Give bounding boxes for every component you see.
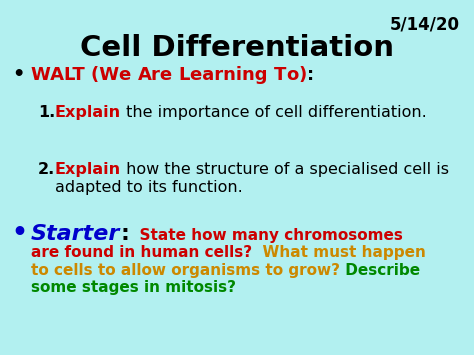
- Text: o: o: [286, 66, 299, 84]
- Text: e: e: [119, 66, 137, 84]
- Text: adapted to its function.: adapted to its function.: [55, 180, 242, 195]
- Text: the importance of cell differentiation.: the importance of cell differentiation.: [121, 105, 427, 120]
- Text: Explain: Explain: [55, 162, 121, 177]
- Text: ): ): [299, 66, 307, 84]
- Text: are found in human cells?: are found in human cells?: [31, 245, 252, 260]
- Text: to cells to allow organisms to grow?: to cells to allow organisms to grow?: [31, 263, 340, 278]
- Text: State how many chromosomes: State how many chromosomes: [129, 228, 403, 242]
- Text: 2.: 2.: [38, 162, 55, 177]
- Text: •: •: [12, 65, 24, 84]
- Text: Describe: Describe: [340, 263, 420, 278]
- Text: some stages in mitosis?: some stages in mitosis?: [31, 280, 236, 295]
- Text: 1.: 1.: [38, 105, 55, 120]
- Text: T: T: [274, 66, 286, 84]
- Text: L: L: [179, 66, 190, 84]
- Text: WALT (W: WALT (W: [31, 66, 119, 84]
- Text: :: :: [307, 66, 314, 84]
- Text: Starter: Starter: [31, 224, 120, 244]
- Text: Explain: Explain: [55, 105, 121, 120]
- Text: •: •: [12, 220, 28, 245]
- Text: A: A: [137, 66, 151, 84]
- Text: :: :: [120, 224, 129, 244]
- Text: Cell Differentiation: Cell Differentiation: [80, 34, 394, 62]
- Text: What must happen: What must happen: [252, 245, 426, 260]
- Text: 5/14/20: 5/14/20: [390, 16, 460, 34]
- Text: re: re: [151, 66, 179, 84]
- Text: how the structure of a specialised cell is: how the structure of a specialised cell …: [121, 162, 448, 177]
- Text: earning: earning: [190, 66, 274, 84]
